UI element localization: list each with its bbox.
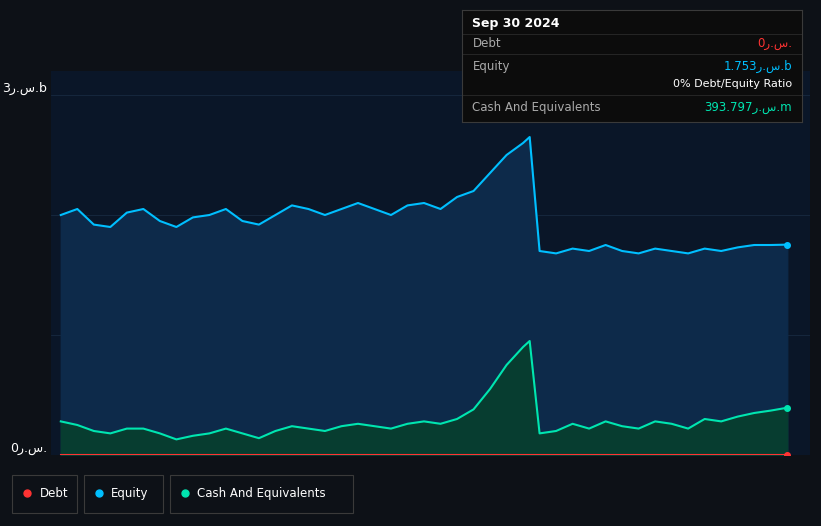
Text: Cash And Equivalents: Cash And Equivalents xyxy=(472,101,601,114)
Text: Debt: Debt xyxy=(472,37,501,50)
Text: 1.753ر.س.b: 1.753ر.س.b xyxy=(723,59,792,73)
Text: 0ر.س.: 0ر.س. xyxy=(757,37,792,50)
FancyBboxPatch shape xyxy=(12,474,77,513)
Text: 3ر.س.b: 3ر.س.b xyxy=(2,82,47,95)
Text: Cash And Equivalents: Cash And Equivalents xyxy=(197,487,326,500)
FancyBboxPatch shape xyxy=(170,474,353,513)
Text: Sep 30 2024: Sep 30 2024 xyxy=(472,17,560,30)
FancyBboxPatch shape xyxy=(84,474,163,513)
Text: 0ر.س.: 0ر.س. xyxy=(10,442,47,455)
Text: Equity: Equity xyxy=(111,487,149,500)
Text: Equity: Equity xyxy=(472,59,510,73)
Text: Debt: Debt xyxy=(39,487,68,500)
Text: 0% Debt/Equity Ratio: 0% Debt/Equity Ratio xyxy=(672,79,792,89)
Text: 393.797ر.س.m: 393.797ر.س.m xyxy=(704,101,792,114)
